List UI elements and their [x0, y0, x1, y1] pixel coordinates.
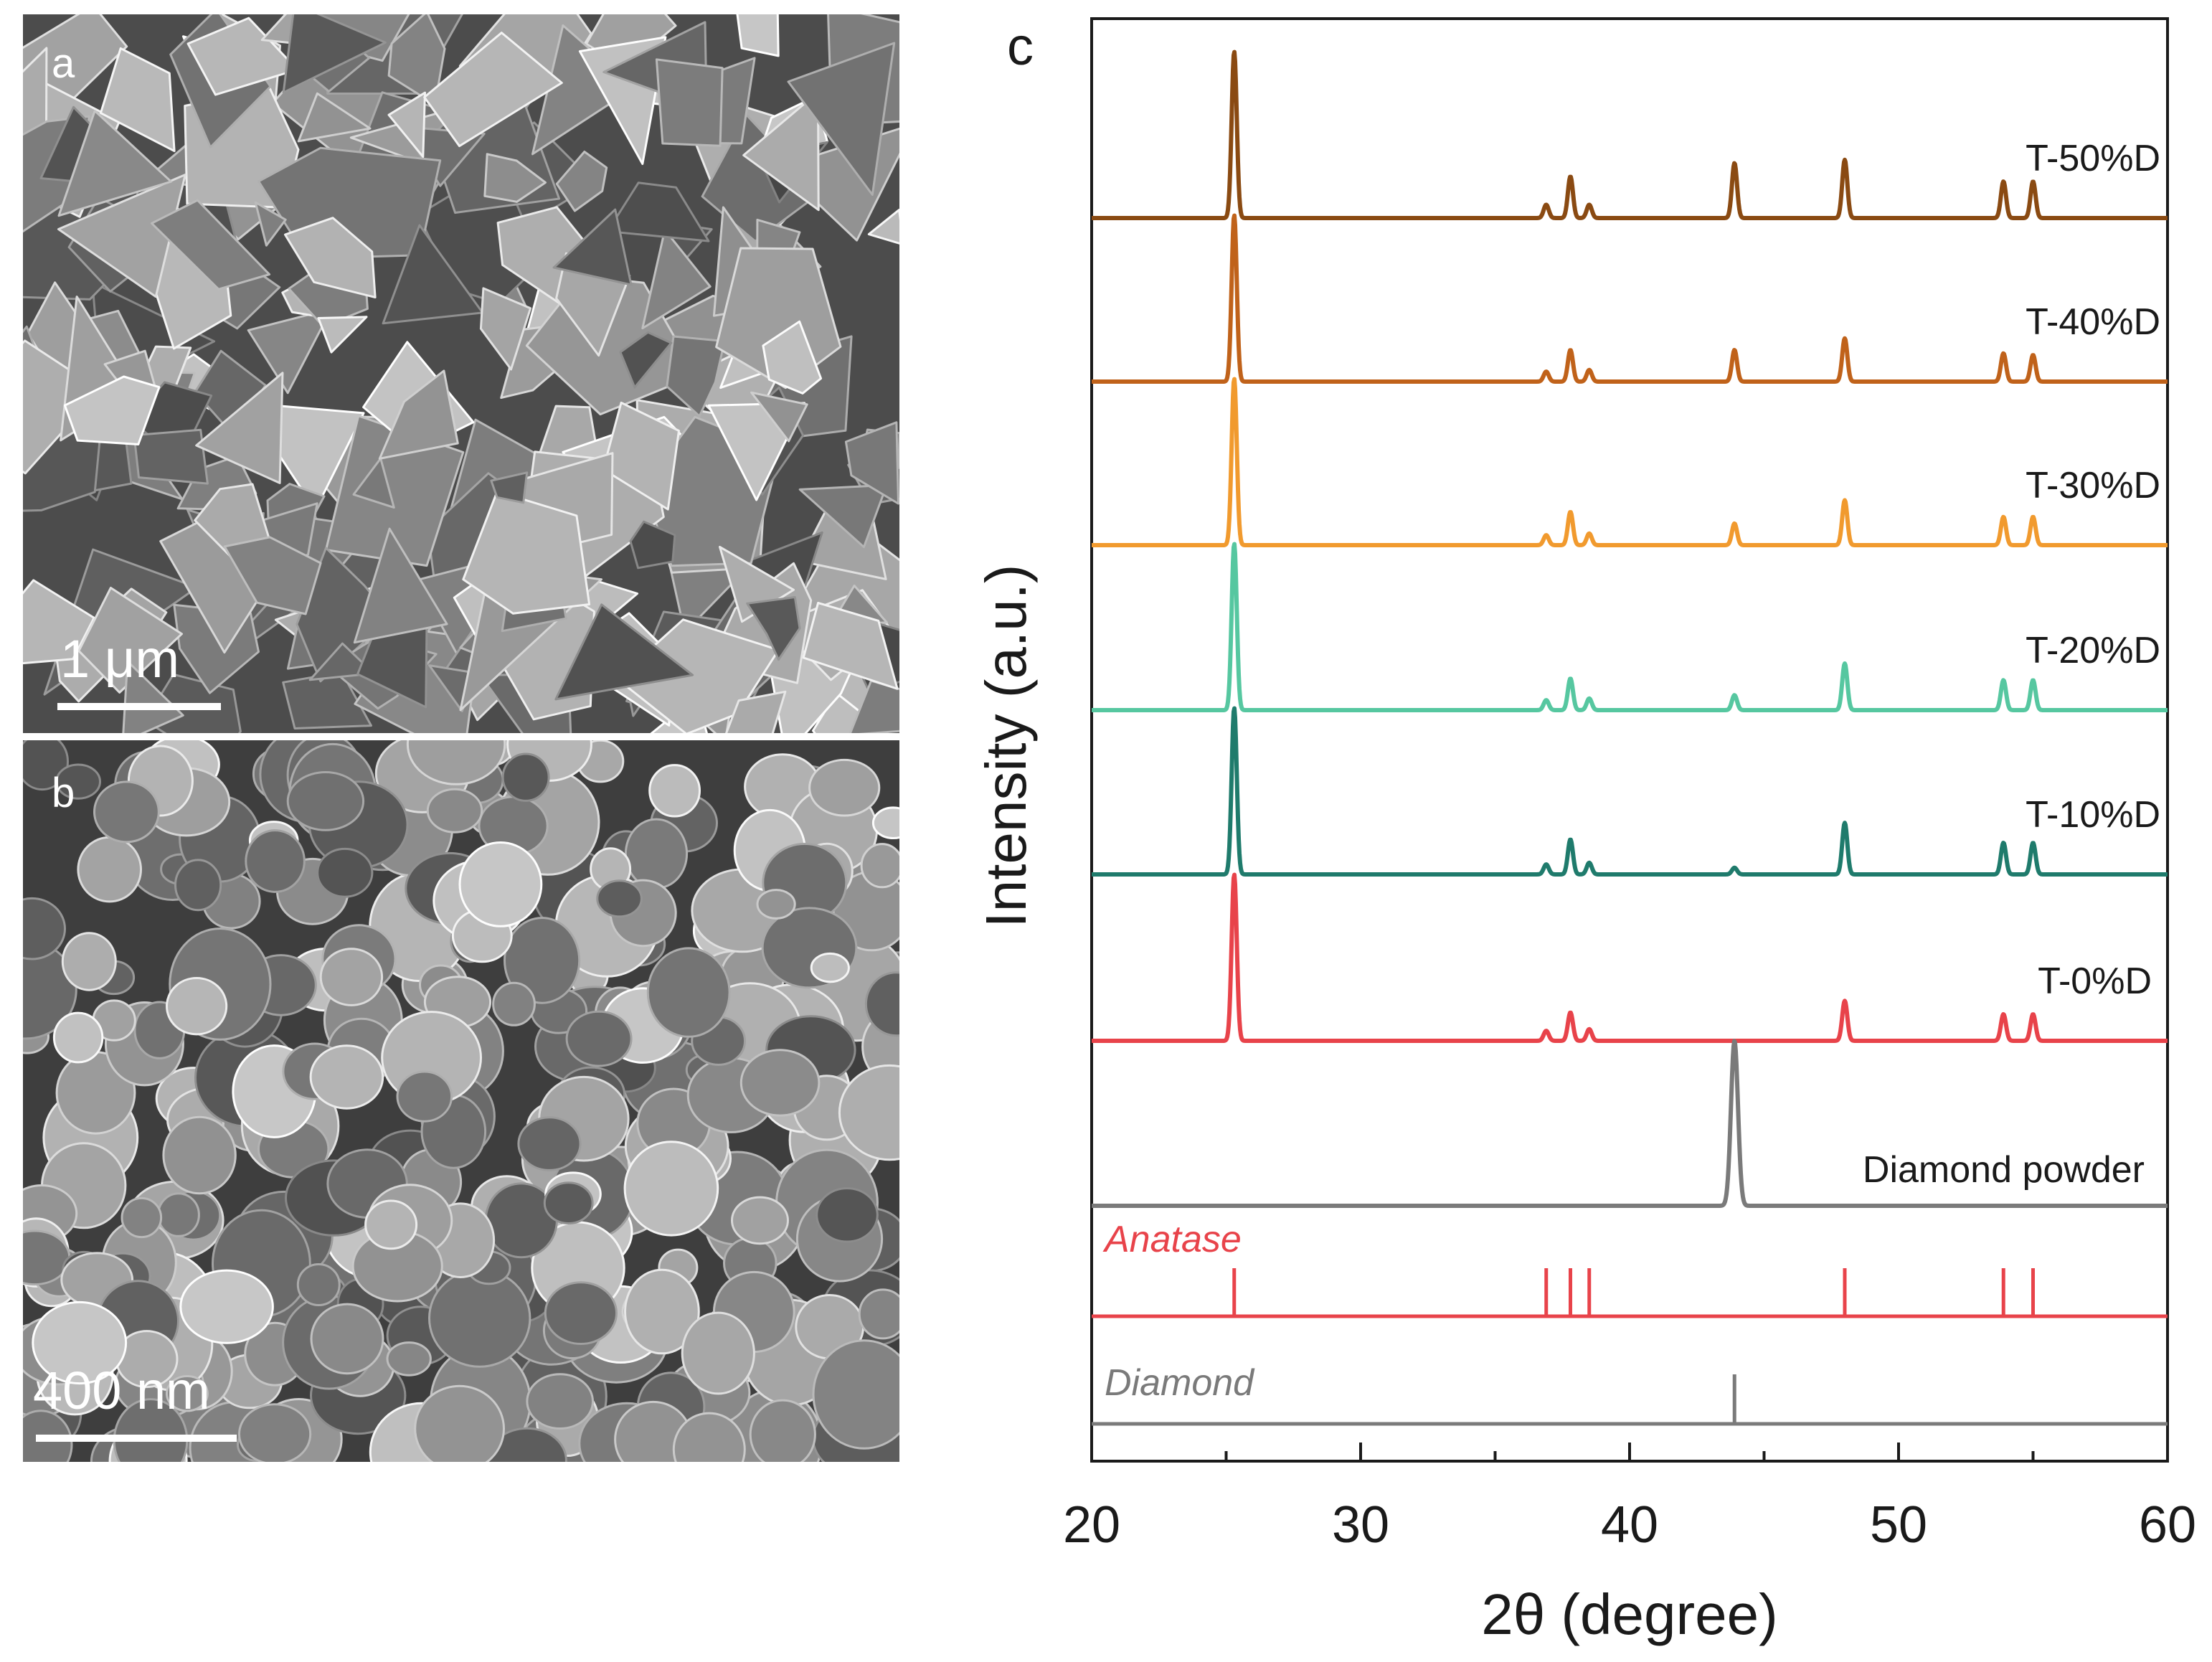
x-tick-label-20: 20	[1063, 1496, 1120, 1554]
sem-texture-a	[23, 14, 899, 733]
x-axis-ticks: 20 30 40 50 60	[1063, 1443, 2196, 1554]
series-line-diamond-powder	[1090, 1039, 2169, 1208]
series-label-t-50-d: T-50%D	[2026, 138, 2160, 179]
reference-label-anatase: Anatase	[1102, 1219, 1242, 1260]
series-label-t-20-d: T-20%D	[2026, 630, 2160, 671]
sem-image-a: a 1 μm	[23, 14, 899, 733]
x-tick-label-30: 30	[1332, 1496, 1389, 1554]
reference-label-diamond: Diamond	[1105, 1362, 1255, 1404]
plot-series: T-50%D T-40%D T-30%D T-20%D T-10%D T-0%D Diamo…	[1090, 49, 2169, 1208]
xrd-chart: 20 30 40 50 60 T-50%D T-40%D T-30%D T-20%D T-10%…	[974, 16, 2196, 1646]
scale-bar-label-a: 1 μm	[60, 629, 179, 689]
series-label-t-10-d: T-10%D	[2026, 794, 2160, 836]
sem-image-b: b 400 nm	[23, 740, 899, 1462]
series-label-t-40-d: T-40%D	[2026, 301, 2160, 343]
scale-bar-b	[36, 1435, 237, 1442]
series-line-t-40-d	[1090, 213, 2169, 384]
series-line-t-30-d	[1090, 377, 2169, 547]
scale-bar-label-b: 400 nm	[33, 1361, 210, 1420]
x-axis-label: 2θ (degree)	[1481, 1582, 1778, 1646]
x-tick-label-40: 40	[1601, 1496, 1658, 1554]
scale-bar-a	[57, 703, 221, 710]
sem-texture-b	[23, 740, 899, 1462]
series-label-diamond-powder: Diamond powder	[1863, 1149, 2145, 1191]
series-label-t-30-d: T-30%D	[2026, 465, 2160, 506]
panel-label-c: c	[1007, 16, 1034, 76]
plot-frame	[1090, 17, 2169, 1463]
y-axis-label: Intensity (a.u.)	[974, 565, 1038, 928]
series-line-t-20-d	[1090, 542, 2169, 712]
series-line-t-10-d	[1090, 706, 2169, 877]
series-line-t-0-d	[1090, 872, 2169, 1043]
x-tick-label-60: 60	[2139, 1496, 2196, 1554]
panel-label-a: a	[52, 40, 75, 87]
series-line-t-50-d	[1090, 49, 2169, 220]
panel-label-b: b	[52, 770, 75, 816]
reference-patterns: Anatase Diamond	[1092, 1219, 2168, 1426]
x-tick-label-50: 50	[1870, 1496, 1927, 1554]
series-label-t-0-d: T-0%D	[2038, 960, 2152, 1002]
